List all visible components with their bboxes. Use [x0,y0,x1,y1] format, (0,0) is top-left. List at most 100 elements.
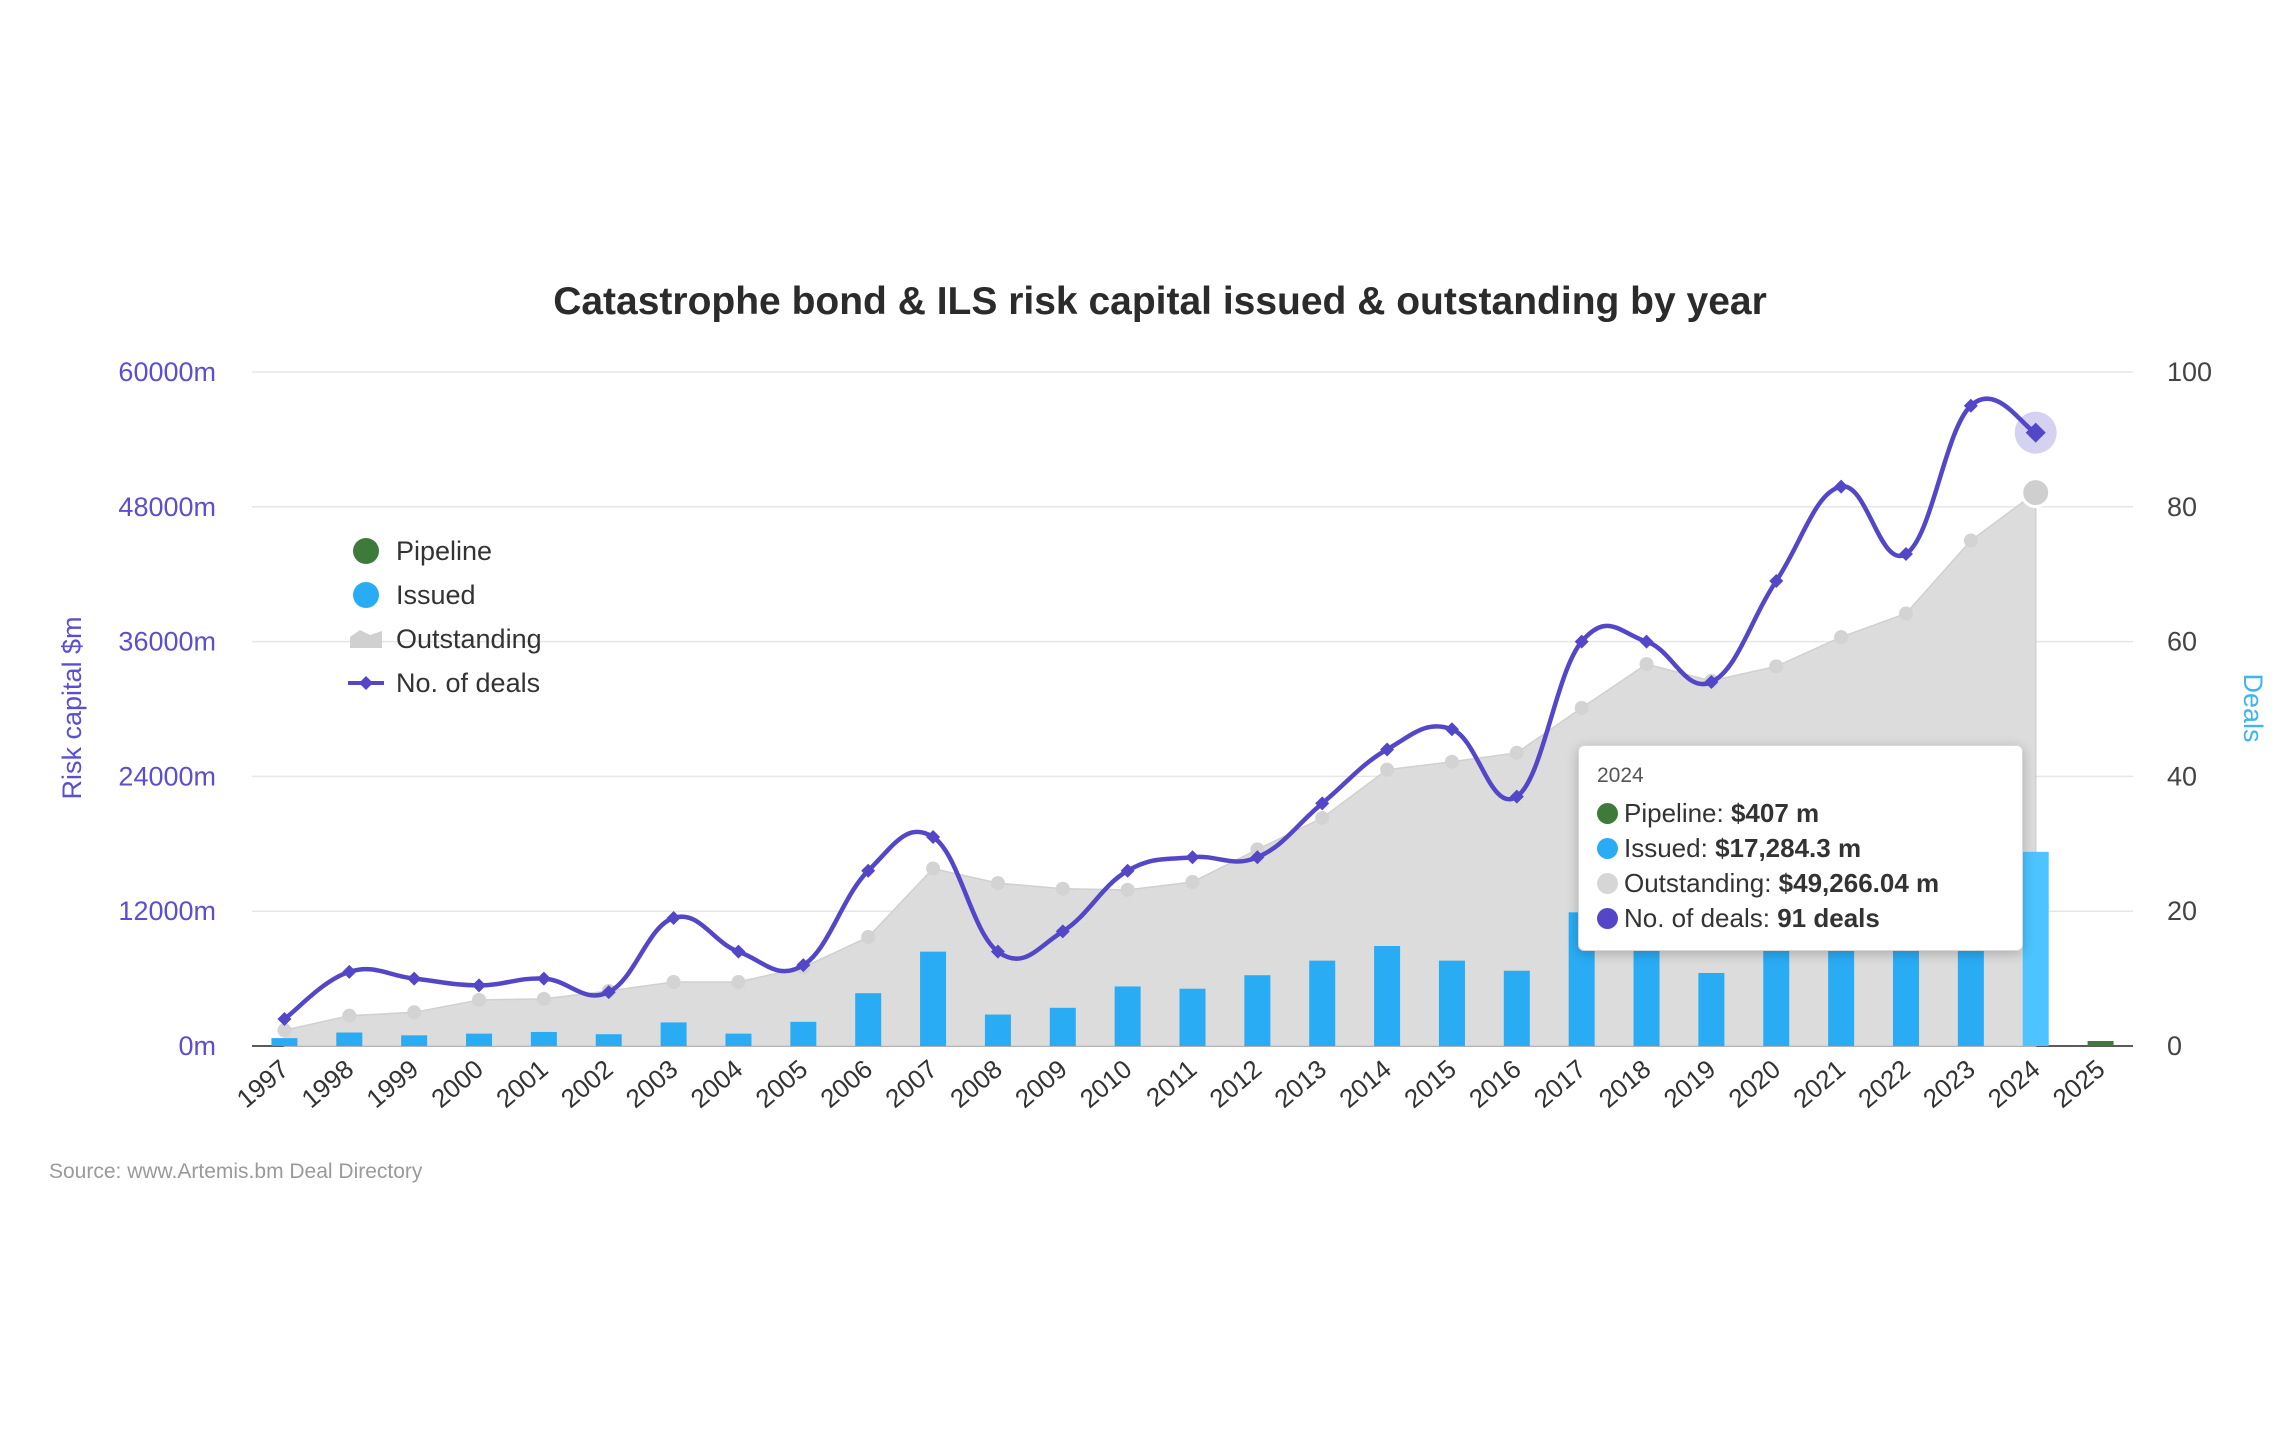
x-tick-label: 2014 [1333,1054,1397,1114]
x-tick-label: 2008 [944,1054,1008,1114]
tooltip-row-pipeline: Pipeline: $407 m [1597,796,2004,831]
x-tick-label: 2005 [750,1054,814,1114]
outstanding-point [277,1023,292,1038]
y-left-tick-label: 24000m [118,761,216,791]
legend-label: Outstanding [396,624,542,654]
y-left-tick-label: 0m [178,1031,216,1061]
deals-point [407,971,422,986]
issued-bar [401,1035,428,1046]
deals-point [731,944,746,959]
legend-label: No. of deals [396,668,540,698]
tooltip-value: 91 deals [1777,903,1880,933]
deals-point [277,1012,292,1027]
x-tick-label: 2018 [1593,1054,1657,1114]
legend-issued-icon [353,582,379,608]
issued-bar [725,1033,752,1046]
y-right-tick-label: 60 [2167,627,2197,657]
deals-point [2025,422,2046,443]
deals-point [990,944,1005,959]
x-tick-label: 2015 [1398,1054,1462,1114]
tooltip-row-outstanding: Outstanding: $49,266.04 m [1597,866,2004,901]
deals-point [666,910,681,925]
pipeline-bar [2087,1041,2114,1046]
x-tick-label: 2022 [1852,1054,1916,1114]
y-left-tick-label: 60000m [118,357,216,387]
tooltip-label: Outstanding: [1624,868,1772,898]
outstanding-point [1380,762,1395,777]
x-tick-label: 1999 [360,1054,424,1114]
outstanding-point [926,861,941,876]
outstanding-point [1315,810,1330,825]
deals-point [1380,742,1395,757]
x-tick-label: 2004 [685,1054,749,1114]
issued-bar [1309,960,1336,1046]
issued-bar [1503,970,1530,1046]
y-left-tick-label: 36000m [118,627,216,657]
deals-point [1444,722,1459,737]
tooltip-row-deals: No. of deals: 91 deals [1597,901,2004,936]
deals-point [1055,924,1070,939]
issued-bar [920,951,947,1046]
legend-pipeline-icon [353,538,379,564]
y-right-tick-label: 0 [2167,1031,2182,1061]
x-tick-label: 2001 [490,1054,554,1114]
issued-bar [790,1021,817,1046]
tooltip-label: Issued: [1624,833,1708,863]
issued-bar [2022,851,2049,1046]
issued-bar [1114,986,1141,1046]
issued-bar [595,1034,622,1046]
x-tick-label: 2013 [1268,1054,1332,1114]
deals-point [1769,573,1784,588]
tooltip: 2024 Pipeline: $407 m Issued: $17,284.3 … [1578,745,2023,951]
legend-deals-marker-icon [359,676,373,690]
issued-bar [1244,975,1271,1046]
issued-bar [530,1031,557,1046]
x-tick-label: 2007 [879,1054,943,1114]
tooltip-value: $17,284.3 m [1715,833,1862,863]
issued-bar [466,1033,493,1046]
y-left-tick-label: 48000m [118,492,216,522]
deals-point [926,830,941,845]
issued-bar [1438,960,1465,1046]
deals-point [1574,634,1589,649]
tooltip-value: $407 m [1730,798,1820,828]
tooltip-label: Pipeline: [1624,798,1724,828]
tooltip-row-issued: Issued: $17,284.3 m [1597,831,2004,866]
x-tick-label: 2019 [1658,1054,1722,1114]
y-right-tick-label: 80 [2167,492,2197,522]
y-right-tick-label: 40 [2167,761,2197,791]
x-tick-label: 2009 [1009,1054,1073,1114]
issued-bar [271,1038,298,1046]
x-tick-label: 2020 [1723,1054,1787,1114]
outstanding-point [861,930,876,945]
issued-bar [1374,946,1401,1046]
outstanding-point [342,1008,357,1023]
outstanding-point [1250,842,1265,857]
issued-bar [855,993,882,1046]
chart-title: Catastrophe bond & ILS risk capital issu… [553,280,1767,323]
source-note: Source: www.Artemis.bm Deal Directory [49,1160,423,1183]
deals-point [1120,863,1135,878]
outstanding-point [1963,533,1978,548]
deals-point [601,985,616,1000]
deals-point [1250,850,1265,865]
outstanding-point [1898,606,1913,621]
legend-label: Issued [396,580,476,610]
outstanding-point [1055,881,1070,896]
y-left-axis-title: Risk capital $m [57,616,87,799]
tooltip-value: $49,266.04 m [1778,868,1940,898]
legend-outstanding-icon [350,630,382,648]
x-tick-label: 2000 [425,1054,489,1114]
outstanding-point [472,992,487,1007]
x-tick-label: 2010 [1074,1054,1138,1114]
legend: Pipeline Issued Outstanding No. of deals [348,536,542,698]
pipeline-dot-icon [1597,803,1618,824]
outstanding-point [1509,745,1524,760]
deals-point [1898,546,1913,561]
outstanding-point [1444,754,1459,769]
x-tick-label: 2012 [1204,1054,1268,1114]
issued-dot-icon [1597,838,1618,859]
outstanding-point [666,974,681,989]
deals-point [342,964,357,979]
deals-point [796,958,811,973]
